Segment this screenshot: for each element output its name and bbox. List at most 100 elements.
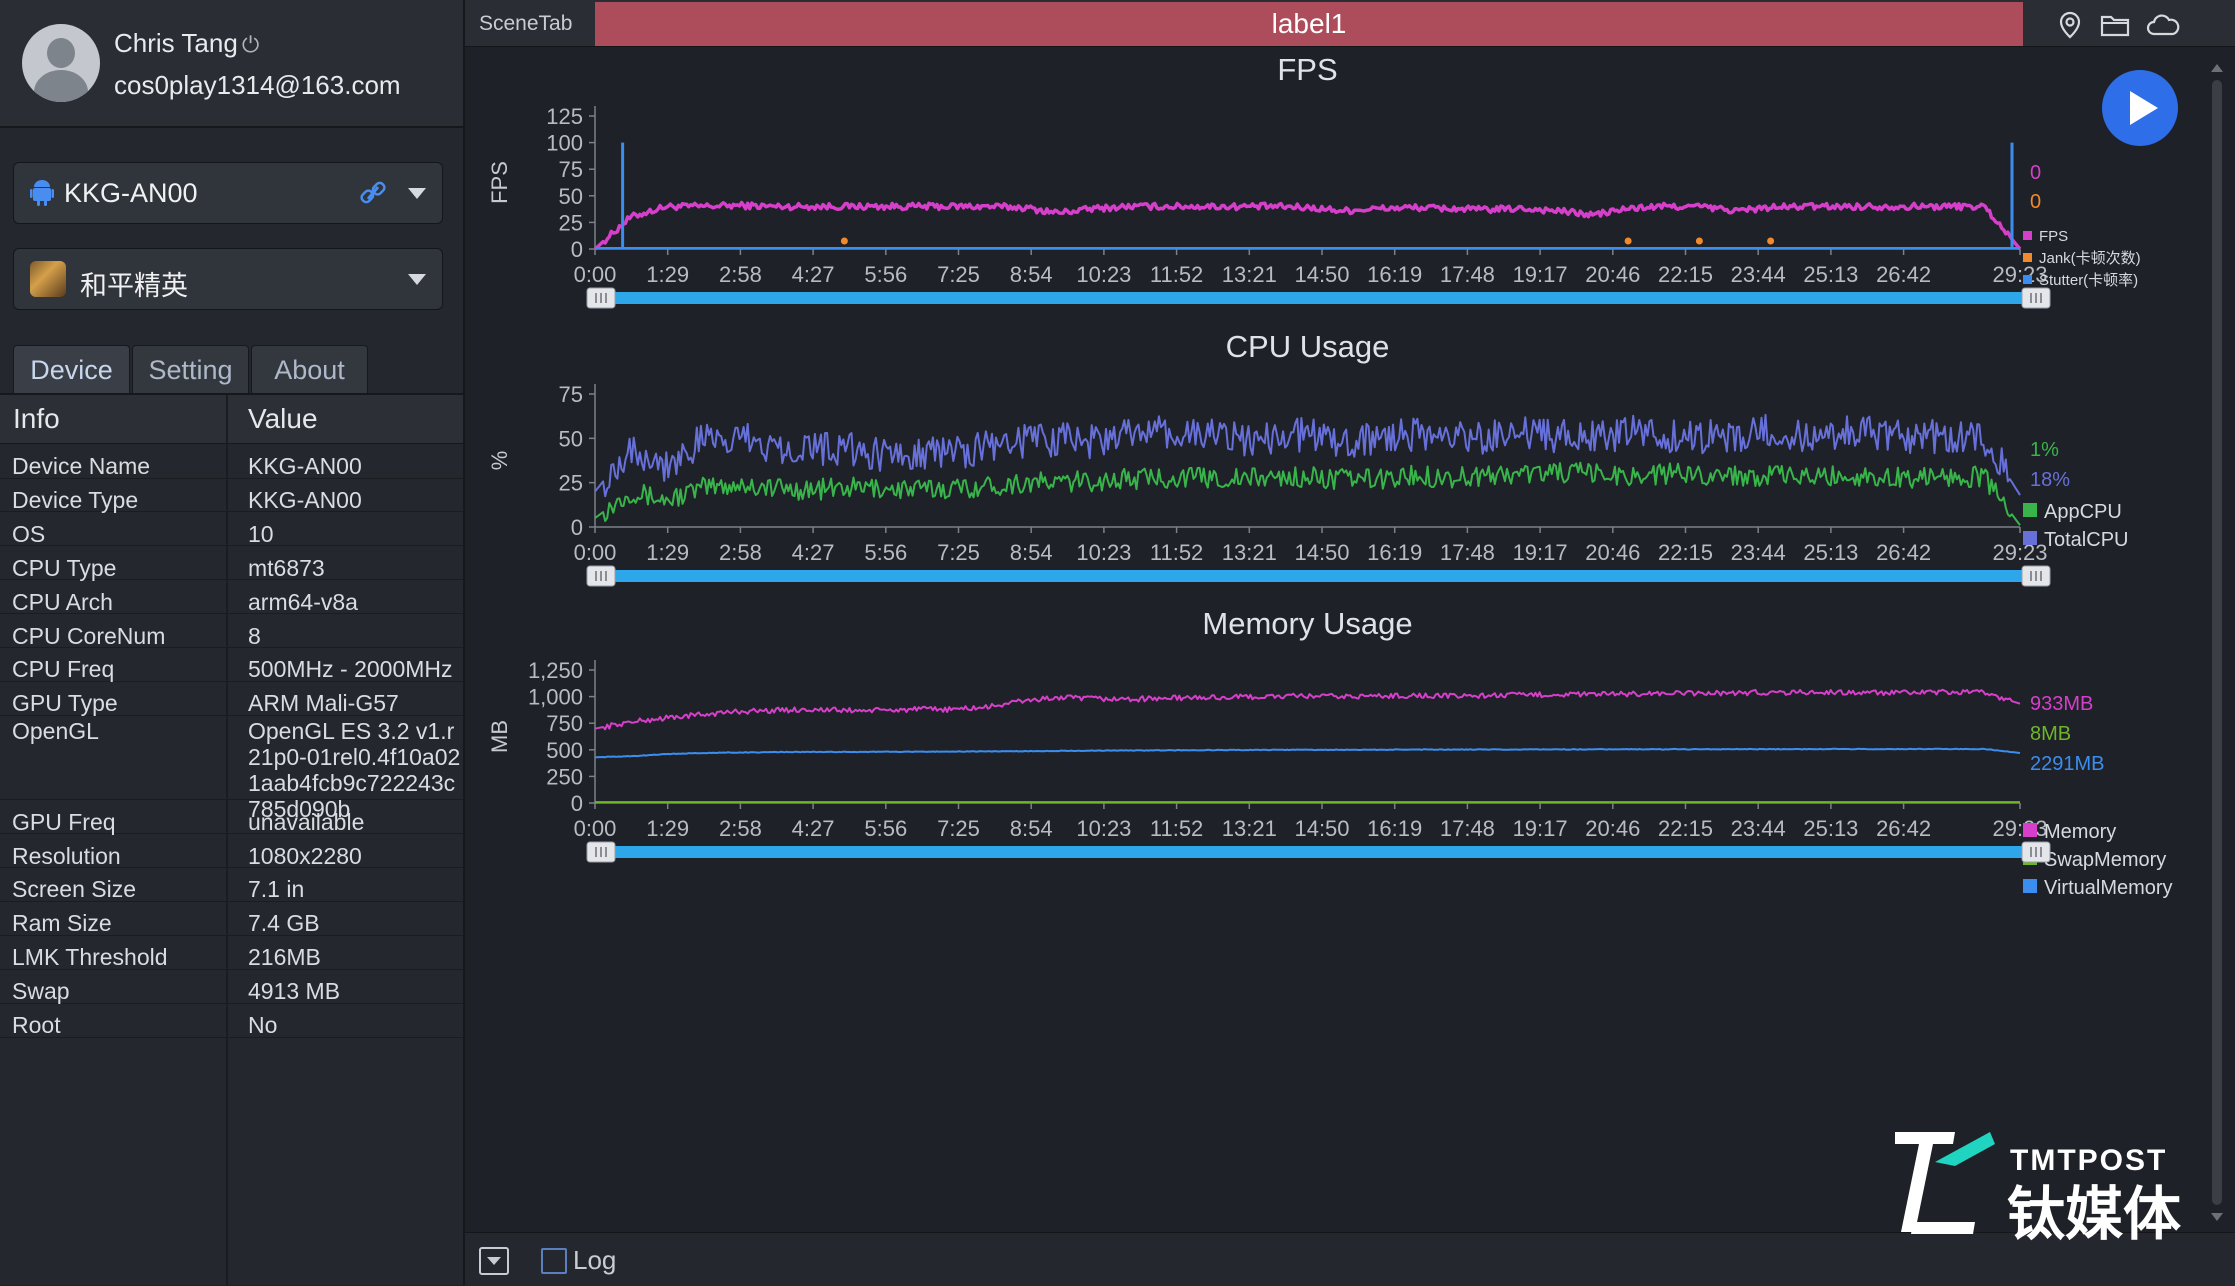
chart-title: CPU Usage [1226,329,1390,364]
x-tick-label: 7:25 [937,262,980,287]
x-tick-label: 10:23 [1076,540,1131,565]
x-tick-label: 25:13 [1803,540,1858,565]
x-tick-label: 26:42 [1876,540,1931,565]
device-select[interactable]: KKG-AN00 [13,162,443,224]
x-tick-label: 5:56 [864,816,907,841]
link-icon[interactable] [358,179,388,207]
info-key: CPU Type [12,554,117,581]
series-current-value: 18% [2030,469,2070,491]
table-row: CPU CoreNum 8 [0,614,463,649]
x-tick-label: 16:19 [1367,816,1422,841]
scene-tab[interactable]: SceneTab [479,12,573,35]
chevron-down-icon[interactable] [408,188,426,199]
table-row: Device Name KKG-AN00 [0,444,463,479]
y-tick-label: 25 [559,210,583,235]
android-icon [30,180,54,206]
info-value: KKG-AN00 [248,453,362,479]
x-tick-label: 23:44 [1731,262,1786,287]
app-select[interactable]: 和平精英 [13,248,443,310]
legend-entry[interactable]: AppCPU [2044,501,2122,523]
y-tick-label: 750 [546,711,583,736]
table-row: Root No [0,1003,463,1038]
series-current-value: 0 [2030,162,2041,184]
info-value: KKG-AN00 [248,486,362,513]
tab-about[interactable]: About [251,345,368,394]
x-tick-label: 26:42 [1876,262,1931,287]
avatar[interactable] [22,24,100,102]
y-tick-label: 125 [546,104,583,129]
x-tick-label: 29:23 [1992,540,2047,565]
info-value: 1080x2280 [248,842,362,869]
watermark-cn: 钛媒体 [2007,1180,2181,1242]
legend-swatch [2023,531,2037,545]
user-name: Chris Tang [114,28,238,58]
chevron-down-icon[interactable] [408,274,426,285]
legend-swatch [2023,231,2032,240]
watermark-brand: TMTPOST [2010,1144,2167,1177]
tab-setting[interactable]: Setting [132,345,249,394]
y-tick-label: 50 [559,426,583,451]
info-value: 10 [248,520,274,547]
x-tick-label: 1:29 [646,816,689,841]
location-pin-icon[interactable] [2055,10,2085,40]
info-value: ARM Mali-G57 [248,690,399,717]
x-tick-label: 1:29 [646,540,689,565]
folder-icon[interactable] [2099,10,2131,40]
series-current-value: 8MB [2030,723,2071,745]
device-select-value: KKG-AN00 [64,178,198,208]
table-row: CPU Arch arm64-v8a [0,580,463,615]
info-value: 7.1 in [248,876,305,903]
x-tick-label: 2:58 [719,540,762,565]
info-value: 500MHz - 2000MHz [248,656,453,683]
info-column-header: Info [13,403,60,434]
tmtpost-watermark-logo: TMTPOST 钛媒体 [1895,1132,2181,1242]
collapse-toggle-button[interactable] [479,1247,509,1275]
x-tick-label: 2:58 [719,816,762,841]
legend-entry[interactable]: FPS [2039,228,2068,245]
table-row: Resolution 1080x2280 [0,834,463,869]
series-line [594,688,2021,731]
x-tick-label: 13:21 [1222,816,1277,841]
legend-entry[interactable]: Jank(卡顿次数) [2039,250,2141,267]
info-value: unavailable [248,808,365,835]
y-tick-label: 1,250 [528,658,583,683]
range-slider-track[interactable] [603,292,2030,304]
range-slider-track[interactable] [603,570,2030,582]
top-bar: SceneTab label1 [465,0,2235,47]
legend-entry[interactable]: Stutter(卡顿率) [2039,272,2138,289]
x-tick-label: 10:23 [1076,816,1131,841]
table-row: LMK Threshold 216MB [0,935,463,970]
info-value: No [248,1012,278,1038]
y-tick-label: 0 [571,515,583,540]
legend-entry[interactable]: VirtualMemory [2044,877,2173,899]
play-button[interactable] [2102,70,2178,146]
range-slider-track[interactable] [603,846,2030,858]
info-key: CPU Arch [12,588,113,615]
info-key: LMK Threshold [12,944,168,971]
x-tick-label: 5:56 [864,540,907,565]
x-tick-label: 4:27 [792,816,835,841]
x-tick-label: 13:21 [1222,540,1277,565]
info-key: Resolution [12,842,121,869]
table-row: Screen Size 7.1 in [0,867,463,902]
legend-entry[interactable]: TotalCPU [2044,529,2128,551]
x-tick-label: 14:50 [1294,540,1349,565]
legend-entry[interactable]: Memory [2044,821,2116,843]
x-tick-label: 11:52 [1150,262,1203,287]
x-tick-label: 4:27 [792,262,835,287]
x-tick-label: 23:44 [1731,540,1786,565]
power-icon[interactable]: ⏻ [241,32,260,57]
x-tick-label: 20:46 [1585,540,1640,565]
cloud-icon[interactable] [2145,10,2181,40]
table-row: GPU Freq unavailable [0,800,463,835]
legend-entry[interactable]: SwapMemory [2044,849,2166,871]
vertical-scrollbar[interactable] [2208,60,2226,1225]
x-tick-label: 20:46 [1585,262,1640,287]
info-key: GPU Type [12,690,118,717]
y-tick-label: 25 [559,471,583,496]
label-bar[interactable]: label1 [595,2,2023,46]
log-checkbox[interactable] [541,1248,567,1274]
tab-device[interactable]: Device [13,345,130,394]
x-tick-label: 8:54 [1010,262,1053,287]
